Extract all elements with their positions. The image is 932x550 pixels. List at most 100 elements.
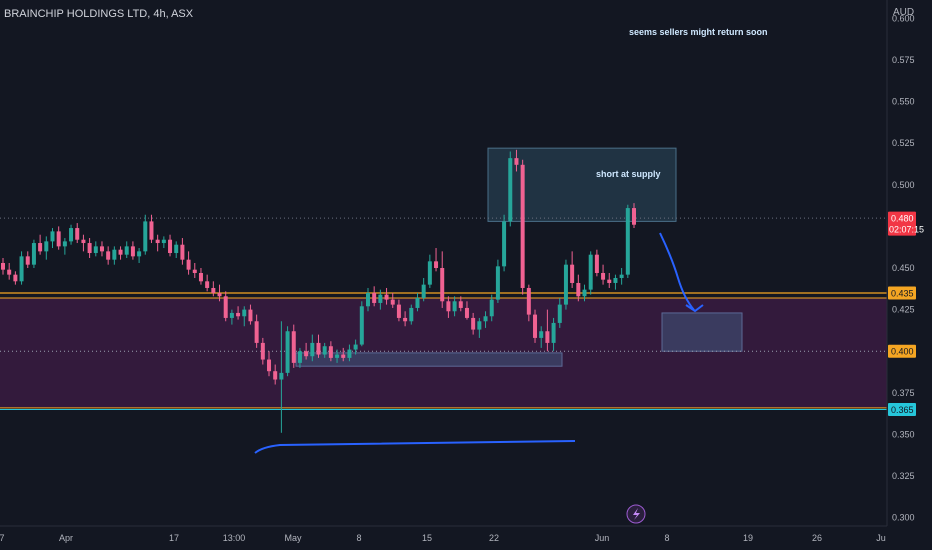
candle: [378, 289, 383, 310]
candle: [526, 284, 531, 322]
candle-body: [198, 272, 203, 282]
x-tick-label: Jun: [595, 533, 610, 543]
candle-body: [248, 309, 253, 322]
candle-body: [217, 292, 222, 297]
price-tag-value: 0.400: [891, 347, 914, 357]
candle: [557, 297, 562, 328]
candle: [322, 342, 327, 358]
candle: [477, 317, 482, 338]
candle-body: [7, 269, 12, 275]
candle: [186, 251, 191, 275]
candle-body: [446, 301, 451, 312]
candle-body: [495, 266, 500, 300]
candle: [341, 347, 346, 362]
candle: [205, 274, 210, 292]
candle: [130, 241, 135, 260]
candle-body: [594, 254, 599, 273]
candle-body: [359, 306, 364, 345]
candle: [409, 304, 414, 325]
time-axis[interactable]: 7 Apr 17 13:00 May 8 15 22 Jun 8 19 26 Ju: [0, 533, 886, 543]
currency-label: AUD: [893, 7, 915, 18]
candle: [56, 226, 61, 250]
candle-body: [372, 292, 377, 303]
candle: [427, 254, 432, 288]
y-tick-label: 0.525: [892, 138, 915, 148]
candle-body: [273, 371, 278, 380]
candle: [248, 304, 253, 325]
candle: [118, 246, 123, 260]
candle-body: [390, 299, 395, 305]
candle-body: [632, 208, 636, 225]
candle: [223, 291, 228, 322]
candle-body: [440, 268, 445, 302]
x-tick-label: Apr: [59, 533, 73, 543]
candle-body: [62, 241, 67, 247]
candle-body: [526, 287, 531, 315]
candle: [601, 264, 606, 285]
candle-body: [477, 321, 482, 330]
candle: [106, 246, 111, 265]
x-tick-label: 26: [812, 533, 822, 543]
candle-body: [502, 221, 507, 267]
candle-body: [563, 264, 568, 305]
candle-body: [56, 231, 61, 247]
candle-body: [514, 158, 519, 165]
candle: [7, 263, 12, 280]
candle: [607, 272, 612, 288]
candle: [304, 342, 309, 360]
projection-arrow: [659, 232, 695, 311]
candle: [415, 292, 420, 312]
candle-body: [365, 292, 370, 307]
price-axis[interactable]: 0.3000.3250.3500.3750.4000.4250.4500.475…: [892, 13, 915, 522]
candle: [19, 251, 24, 285]
base-curve: [254, 440, 576, 454]
candle-body: [118, 249, 123, 255]
candle-body: [322, 346, 327, 355]
candle-body: [180, 244, 185, 260]
candle-body: [347, 349, 352, 358]
candle: [495, 259, 500, 303]
price-tag: [888, 286, 916, 300]
candle-body: [279, 372, 284, 380]
candle-body: [38, 243, 43, 252]
candle: [1, 258, 5, 275]
price-tag-countdown: 02:07:15: [889, 225, 924, 235]
x-tick-label: Ju: [876, 533, 886, 543]
zone-consolidation: [295, 352, 563, 367]
candle-body: [415, 297, 420, 308]
candle-body: [570, 264, 575, 283]
candle: [372, 286, 377, 307]
candle: [582, 284, 587, 302]
candle-body: [13, 274, 18, 282]
candle-body: [464, 307, 469, 318]
candle: [279, 321, 284, 433]
candle-body: [161, 239, 166, 244]
candle-body: [75, 228, 80, 240]
candle: [99, 241, 104, 257]
candle-body: [353, 344, 358, 350]
candle-body: [421, 284, 426, 298]
zone-target: [661, 312, 743, 352]
candle: [38, 234, 43, 255]
candle-body: [106, 251, 111, 260]
candle-body: [601, 272, 606, 280]
candle: [353, 339, 358, 355]
candle: [384, 287, 389, 305]
candle-body: [328, 346, 333, 358]
candle-body: [335, 354, 340, 358]
candle: [229, 309, 234, 325]
candle: [570, 251, 575, 288]
candle-body: [396, 304, 401, 318]
candle-body: [260, 342, 265, 360]
x-tick-label: 8: [664, 533, 669, 543]
candle: [87, 238, 92, 259]
price-tag-value: 0.480: [891, 214, 914, 224]
candle: [390, 292, 395, 308]
x-tick-label: 17: [169, 533, 179, 543]
chart-title: BRAINCHIP HOLDINGS LTD, 4h, ASX: [4, 8, 194, 20]
annotation-sellers: seems sellers might return soon: [629, 27, 768, 37]
x-tick-label: 8: [356, 533, 361, 543]
candle-body: [174, 244, 179, 254]
candle: [50, 228, 55, 249]
